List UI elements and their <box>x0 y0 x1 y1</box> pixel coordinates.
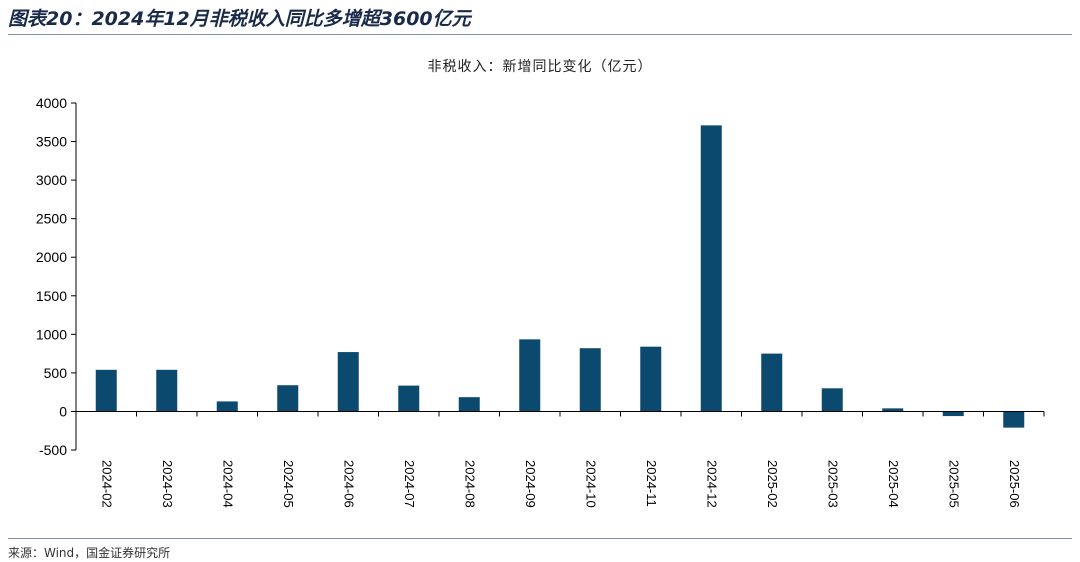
y-tick-label: 2000 <box>36 249 67 265</box>
bars <box>95 125 1025 428</box>
x-tick-label: 2024-02 <box>99 460 114 508</box>
bar-2025-02 <box>761 353 783 412</box>
x-tick-label: 2024-04 <box>220 460 235 508</box>
x-axis: 2024-02 2024-03 2024-04 2024-05 2024-06 2024-… <box>75 410 1045 508</box>
y-axis: 4000 3500 3000 2500 2000 1500 1000 500 0 -500 <box>36 95 77 458</box>
x-tick-label: 2024-12 <box>704 460 719 508</box>
y-tick-label: 2500 <box>36 211 67 227</box>
x-tick-label: 2025-06 <box>1007 460 1022 508</box>
x-tick-label: 2024-07 <box>402 460 417 508</box>
y-tick-label: 3000 <box>36 172 67 188</box>
x-tick-label: 2025-03 <box>825 460 840 508</box>
x-tick-label: 2024-06 <box>341 460 356 508</box>
bar-2024-07 <box>398 385 420 412</box>
bar-2024-09 <box>519 339 541 412</box>
bar-2024-10 <box>579 348 601 412</box>
bar-2025-05 <box>942 411 964 417</box>
bottom-rule <box>8 538 1072 539</box>
bar-2024-11 <box>640 346 662 412</box>
chart-title: 非税收入：新增同比变化（亿元） <box>427 59 653 75</box>
x-tick-label: 2025-02 <box>765 460 780 508</box>
y-tick-label: -500 <box>39 442 67 458</box>
bar-2024-12 <box>700 125 722 412</box>
x-tick-label: 2025-04 <box>886 460 901 508</box>
bar-2024-04 <box>216 401 238 412</box>
y-tick-label: 4000 <box>36 95 67 111</box>
bar-2025-03 <box>821 388 843 412</box>
x-tick-label: 2024-05 <box>281 460 296 508</box>
top-rule <box>8 34 1072 35</box>
bar-chart: 4000 3500 3000 2500 2000 1500 1000 500 0 -500 202… <box>36 95 1045 508</box>
x-tick-label: 2024-08 <box>462 460 477 508</box>
bar-2024-06 <box>337 352 359 412</box>
bar-2025-04 <box>882 408 904 412</box>
y-tick-label: 3500 <box>36 134 67 150</box>
y-tick-label: 500 <box>44 365 68 381</box>
x-tick-label: 2025-05 <box>946 460 961 508</box>
bar-2024-08 <box>458 397 480 412</box>
x-tick-label: 2024-11 <box>644 460 659 507</box>
x-tick-label: 2024-10 <box>583 460 598 508</box>
bar-2025-06 <box>1003 411 1025 428</box>
bar-2024-05 <box>277 385 299 412</box>
x-tick-label: 2024-03 <box>160 460 175 508</box>
y-tick-label: 0 <box>59 403 67 419</box>
bar-2024-02 <box>95 369 117 412</box>
x-tick-label: 2024-09 <box>523 460 538 508</box>
source-note: 来源：Wind，国金证券研究所 <box>8 546 171 560</box>
figure-title: 图表20：2024年12月非税收入同比多增超3600亿元 <box>8 8 471 30</box>
bar-2024-03 <box>156 369 178 412</box>
y-tick-label: 1500 <box>36 288 67 304</box>
y-tick-label: 1000 <box>36 326 67 342</box>
